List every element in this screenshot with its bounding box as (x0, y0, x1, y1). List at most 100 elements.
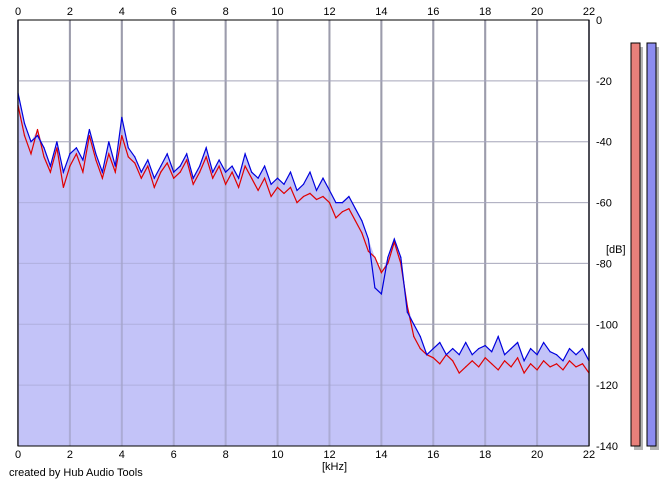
series-2-point (43, 147, 45, 149)
series-1-point (121, 135, 123, 137)
series-1-point (225, 183, 227, 185)
series-2-point (121, 116, 123, 118)
series-1-point (62, 186, 64, 188)
series-2-point (328, 189, 331, 191)
series-2-point (173, 171, 175, 173)
series-1-point (296, 202, 298, 204)
series-2-point (374, 287, 376, 289)
series-2-point (562, 360, 564, 362)
series-2-point (101, 171, 103, 173)
series-2-point (88, 128, 90, 131)
series-1-point (367, 250, 369, 252)
series-2-point (335, 202, 337, 204)
series-2-point (471, 354, 473, 356)
series-2-point (380, 293, 382, 295)
series-1-point (432, 357, 434, 359)
series-2-point (49, 165, 52, 167)
series-1-point (205, 156, 207, 158)
series-2-point (341, 202, 343, 204)
series-2-point (504, 354, 506, 356)
series-2-point (244, 153, 246, 155)
series-1-point (387, 262, 389, 264)
series-1-point (478, 366, 480, 368)
series-1-point (140, 177, 142, 179)
series-1-point (549, 366, 551, 368)
series-1-point (160, 171, 162, 173)
series-1-point (536, 369, 538, 371)
series-2-point (192, 177, 194, 179)
x-tick-label-bottom: 6 (171, 449, 177, 461)
series-2-point (114, 165, 116, 167)
y-tick-label: -140 (596, 441, 618, 453)
level-meters (630, 42, 659, 450)
series-1-point (127, 156, 129, 158)
series-2-point (225, 171, 227, 173)
series-1-point (517, 357, 519, 359)
series-2-point (400, 256, 402, 258)
series-2-point (231, 165, 233, 167)
x-tick-label-top: 20 (531, 6, 543, 18)
series-1-point (361, 232, 363, 234)
series-1-point (231, 171, 233, 173)
series-1-point (270, 195, 272, 198)
spectrum-area (18, 93, 589, 446)
x-tick-label-top: 10 (271, 6, 283, 18)
series-1-point (153, 186, 155, 188)
series-1-point (465, 366, 467, 368)
x-tick-label-bottom: 10 (271, 449, 283, 461)
area-fill (17, 19, 590, 447)
series-1-point (543, 360, 545, 362)
x-tick-label-bottom: 8 (223, 449, 229, 461)
series-1-point (335, 217, 337, 219)
series-2-point (134, 156, 136, 158)
x-tick-label-top: 14 (375, 6, 387, 18)
series-2-point (413, 323, 415, 325)
series-2-point (270, 183, 272, 185)
series-1-point (309, 192, 311, 194)
series-2-point (419, 335, 421, 338)
series-2-point (23, 122, 26, 125)
series-2-point (348, 195, 350, 198)
series-1-point (302, 195, 305, 198)
series-1-point (166, 162, 168, 164)
series-2-point (543, 341, 545, 344)
series-2-point (186, 153, 188, 155)
series-1-point (289, 186, 292, 188)
x-tick-label-bottom: 22 (583, 449, 595, 461)
series-1-point (173, 177, 175, 179)
series-2-point (517, 341, 519, 344)
series-1-point (530, 363, 532, 365)
series-2-point (75, 147, 77, 149)
series-2-point (478, 348, 480, 350)
series-1-point (251, 177, 253, 179)
series-2-point (264, 165, 266, 167)
series-2-point (315, 189, 318, 191)
series-2-point (36, 135, 39, 137)
x-tick-label-bottom: 4 (119, 449, 125, 461)
series-2-point (432, 348, 434, 350)
series-1-point (69, 165, 71, 167)
series-1-point (315, 198, 318, 201)
series-2-point (62, 171, 64, 173)
series-1-point (147, 165, 149, 167)
x-tick-label-bottom: 12 (323, 449, 335, 461)
grid-overlay (17, 19, 590, 447)
series-1-point (419, 348, 421, 350)
y-tick-label: -100 (596, 319, 618, 331)
series-2-point (393, 238, 395, 240)
series-2-point (56, 141, 58, 143)
series-1-point (484, 357, 486, 359)
series-2-point (108, 141, 110, 143)
x-tick-label-top: 12 (323, 6, 335, 18)
series-2-point (212, 171, 214, 173)
series-1-point (439, 363, 441, 365)
series-2-point (491, 351, 493, 353)
y-tick-label: -120 (596, 380, 618, 392)
series-1-point (510, 366, 512, 368)
series-2-point (199, 165, 201, 167)
series-2-point (30, 141, 32, 143)
x-tick-label-top: 6 (171, 6, 177, 18)
series-1-point (56, 147, 58, 149)
series-2-point (458, 354, 460, 356)
